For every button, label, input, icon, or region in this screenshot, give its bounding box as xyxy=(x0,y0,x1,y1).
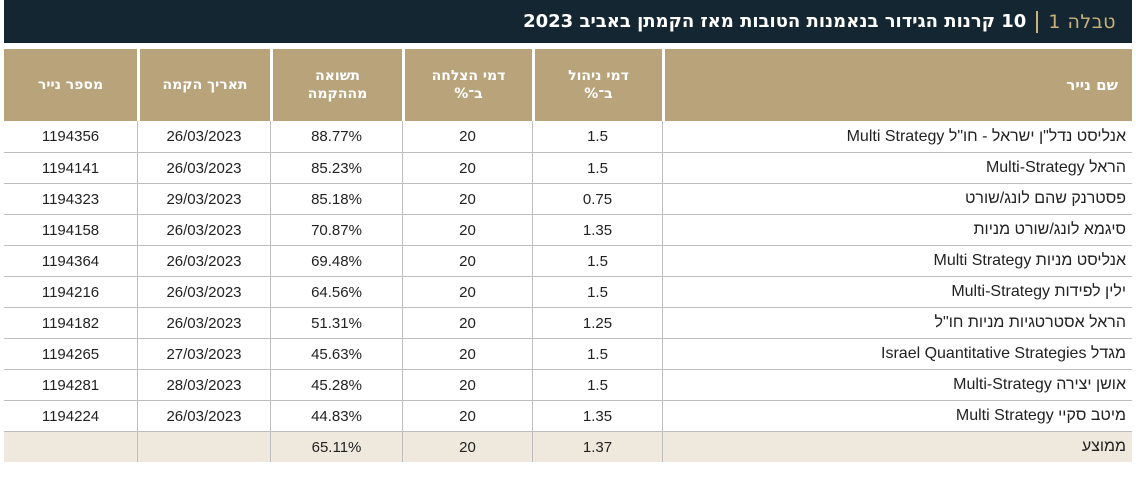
cell-number: 1194323 xyxy=(4,184,137,215)
cell-average-return: 65.11% xyxy=(270,432,402,462)
cell-success-fee: 20 xyxy=(402,401,532,432)
cell-date: 26/03/2023 xyxy=(137,277,270,308)
cell-mgmt-fee: 1.5 xyxy=(532,370,662,401)
cell-mgmt-fee: 1.35 xyxy=(532,215,662,246)
cell-name: פסטרנק שהם לונג/שורט xyxy=(662,184,1132,215)
cell-success-fee: 20 xyxy=(402,246,532,277)
table-title: 10 קרנות הגידור בנאמנות הטובות מאז הקמתן… xyxy=(523,11,1027,32)
cell-name: אנליסט נדל"ן ישראל - חו"ל Multi Strategy xyxy=(662,121,1132,153)
cell-return: 44.83% xyxy=(270,401,402,432)
cell-return: 85.23% xyxy=(270,153,402,184)
cell-name: הראל Multi-Strategy xyxy=(662,153,1132,184)
cell-name: הראל אסטרטגיות מניות חו"ל xyxy=(662,308,1132,339)
cell-return: 64.56% xyxy=(270,277,402,308)
cell-mgmt-fee: 1.5 xyxy=(532,153,662,184)
cell-date: 26/03/2023 xyxy=(137,401,270,432)
cell-mgmt-fee: 1.5 xyxy=(532,277,662,308)
header-return: תשואה מההקמה xyxy=(270,49,402,121)
cell-date: 26/03/2023 xyxy=(137,308,270,339)
cell-mgmt-fee: 1.5 xyxy=(532,246,662,277)
cell-average-date xyxy=(137,432,270,462)
header-date: תאריך הקמה xyxy=(137,49,270,121)
cell-number: 1194364 xyxy=(4,246,137,277)
cell-return: 70.87% xyxy=(270,215,402,246)
header-row: שם נייר דמי ניהול ב־% דמי הצלחה ב־% תשואה מ… xyxy=(4,49,1132,121)
cell-number: 1194216 xyxy=(4,277,137,308)
cell-success-fee: 20 xyxy=(402,277,532,308)
cell-mgmt-fee: 1.5 xyxy=(532,339,662,370)
cell-return: 88.77% xyxy=(270,121,402,153)
funds-table: שם נייר דמי ניהול ב־% דמי הצלחה ב־% תשואה מ… xyxy=(4,49,1132,462)
cell-number: 1194158 xyxy=(4,215,137,246)
table-row: הראל אסטרטגיות מניות חו"ל 1.25 20 51.31%… xyxy=(4,308,1132,339)
cell-name: סיגמא לונג/שורט מניות xyxy=(662,215,1132,246)
cell-mgmt-fee: 1.25 xyxy=(532,308,662,339)
cell-success-fee: 20 xyxy=(402,153,532,184)
header-success-fee: דמי הצלחה ב־% xyxy=(402,49,532,121)
cell-success-fee: 20 xyxy=(402,308,532,339)
cell-success-fee: 20 xyxy=(402,215,532,246)
table-row: סיגמא לונג/שורט מניות 1.35 20 70.87% 26/… xyxy=(4,215,1132,246)
header-number: מספר נייר xyxy=(4,49,137,121)
cell-number: 1194141 xyxy=(4,153,137,184)
cell-number: 1194182 xyxy=(4,308,137,339)
cell-date: 26/03/2023 xyxy=(137,121,270,153)
table-row: פסטרנק שהם לונג/שורט 0.75 20 85.18% 29/0… xyxy=(4,184,1132,215)
table-row: אושן יצירה Multi-Strategy 1.5 20 45.28% … xyxy=(4,370,1132,401)
cell-mgmt-fee: 0.75 xyxy=(532,184,662,215)
cell-return: 69.48% xyxy=(270,246,402,277)
cell-name: מגדל Israel Quantitative Strategies xyxy=(662,339,1132,370)
average-row: ממוצע 1.37 20 65.11% xyxy=(4,432,1132,462)
cell-name: אושן יצירה Multi-Strategy xyxy=(662,370,1132,401)
header-name: שם נייר xyxy=(662,49,1132,121)
cell-mgmt-fee: 1.35 xyxy=(532,401,662,432)
table-row: אנליסט נדל"ן ישראל - חו"ל Multi Strategy… xyxy=(4,121,1132,153)
table-row: הראל Multi-Strategy 1.5 20 85.23% 26/03/… xyxy=(4,153,1132,184)
cell-number: 1194224 xyxy=(4,401,137,432)
cell-date: 26/03/2023 xyxy=(137,215,270,246)
cell-return: 45.28% xyxy=(270,370,402,401)
cell-name: אנליסט מניות Multi Strategy xyxy=(662,246,1132,277)
cell-average-number xyxy=(4,432,137,462)
table-row: אנליסט מניות Multi Strategy 1.5 20 69.48… xyxy=(4,246,1132,277)
cell-return: 45.63% xyxy=(270,339,402,370)
cell-mgmt-fee: 1.5 xyxy=(532,121,662,153)
cell-number: 1194356 xyxy=(4,121,137,153)
cell-date: 28/03/2023 xyxy=(137,370,270,401)
cell-number: 1194265 xyxy=(4,339,137,370)
cell-success-fee: 20 xyxy=(402,184,532,215)
table-row: ילין לפידות Multi-Strategy 1.5 20 64.56%… xyxy=(4,277,1132,308)
cell-average-mgmt-fee: 1.37 xyxy=(532,432,662,462)
cell-return: 85.18% xyxy=(270,184,402,215)
table-label: טבלה 1 xyxy=(1048,10,1116,33)
table-row: מיטב סקיי Multi Strategy 1.35 20 44.83% … xyxy=(4,401,1132,432)
cell-date: 26/03/2023 xyxy=(137,246,270,277)
cell-date: 26/03/2023 xyxy=(137,153,270,184)
cell-date: 27/03/2023 xyxy=(137,339,270,370)
table-title-bar: טבלה 1 10 קרנות הגידור בנאמנות הטובות מא… xyxy=(4,0,1132,43)
cell-return: 51.31% xyxy=(270,308,402,339)
cell-success-fee: 20 xyxy=(402,121,532,153)
cell-date: 29/03/2023 xyxy=(137,184,270,215)
title-divider xyxy=(1036,10,1039,33)
cell-average-label: ממוצע xyxy=(662,432,1132,462)
cell-number: 1194281 xyxy=(4,370,137,401)
cell-average-success-fee: 20 xyxy=(402,432,532,462)
cell-success-fee: 20 xyxy=(402,370,532,401)
cell-name: מיטב סקיי Multi Strategy xyxy=(662,401,1132,432)
cell-success-fee: 20 xyxy=(402,339,532,370)
header-mgmt-fee: דמי ניהול ב־% xyxy=(532,49,662,121)
cell-name: ילין לפידות Multi-Strategy xyxy=(662,277,1132,308)
table-row: מגדל Israel Quantitative Strategies 1.5 … xyxy=(4,339,1132,370)
